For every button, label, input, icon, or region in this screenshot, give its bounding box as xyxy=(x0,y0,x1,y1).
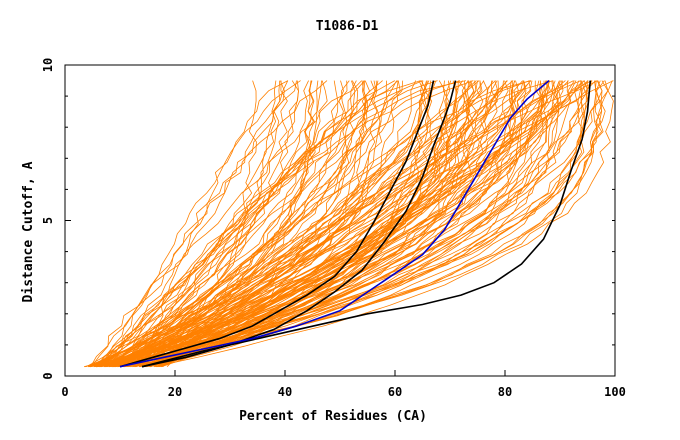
x-axis-label: Percent of Residues (CA) xyxy=(239,409,427,424)
model-curve xyxy=(97,80,452,368)
model-curve xyxy=(94,80,365,367)
model-curve xyxy=(90,80,550,368)
model-curve xyxy=(123,80,602,368)
model-curve xyxy=(147,80,367,368)
model-curve xyxy=(121,80,348,368)
highlight-curve-black-2 xyxy=(141,80,592,368)
model-curve xyxy=(114,80,467,368)
y-axis-label: Distance Cutoff, A xyxy=(21,161,36,302)
model-curve xyxy=(104,80,564,368)
model-curve xyxy=(117,80,609,368)
model-curve xyxy=(114,80,328,368)
model-curve xyxy=(144,80,388,368)
model-curve xyxy=(85,80,550,368)
model-curve xyxy=(98,80,417,368)
model-curve xyxy=(89,80,585,368)
model-curve xyxy=(118,80,577,368)
model-curve xyxy=(99,80,438,367)
x-axis: 0 20 40 60 80 100 xyxy=(61,370,626,399)
model-curve xyxy=(126,80,554,368)
x-tick-label: 0 xyxy=(61,385,68,399)
model-curve xyxy=(126,80,424,368)
model-curve xyxy=(96,80,299,368)
model-curve xyxy=(90,80,362,367)
model-curve xyxy=(103,80,580,368)
model-curve xyxy=(157,80,458,368)
y-tick-label: 5 xyxy=(41,217,55,224)
model-curve xyxy=(89,80,428,368)
model-curve xyxy=(127,80,314,368)
model-curve xyxy=(150,80,472,368)
y-tick-label: 0 xyxy=(41,372,55,379)
series-layer xyxy=(84,79,614,368)
model-curve xyxy=(139,80,489,368)
model-curve xyxy=(97,80,461,368)
model-curve xyxy=(146,80,554,368)
model-curve xyxy=(91,80,297,367)
model-curve xyxy=(123,80,589,368)
model-curve xyxy=(101,80,480,367)
model-curve xyxy=(158,80,281,367)
model-curve xyxy=(112,80,368,368)
model-curve xyxy=(96,80,605,368)
x-tick-label: 80 xyxy=(498,385,512,399)
model-curve xyxy=(89,80,356,368)
model-curve xyxy=(104,80,496,368)
x-tick-label: 40 xyxy=(278,385,292,399)
highlight-curve-blue-3 xyxy=(119,79,550,368)
model-curve xyxy=(162,80,532,367)
y-axis: 0 5 10 xyxy=(41,58,615,380)
model-curve xyxy=(86,80,592,368)
model-curve xyxy=(133,80,532,367)
model-curve xyxy=(112,80,466,367)
chart-title: T1086-D1 xyxy=(316,19,379,34)
model-curve xyxy=(99,80,423,368)
model-curve xyxy=(166,80,483,367)
x-tick-label: 60 xyxy=(388,385,402,399)
model-curve xyxy=(105,80,289,367)
model-curve xyxy=(157,80,430,368)
model-curve xyxy=(160,80,433,368)
model-curve xyxy=(161,80,544,368)
model-curve xyxy=(145,80,477,368)
x-tick-label: 100 xyxy=(604,385,626,399)
model-curve xyxy=(103,80,379,368)
model-curve xyxy=(135,80,566,367)
model-curve xyxy=(117,80,593,368)
model-curve xyxy=(127,80,598,368)
model-curve xyxy=(94,80,516,368)
model-curve xyxy=(155,80,499,368)
model-curve xyxy=(161,80,516,368)
model-curve xyxy=(106,80,561,368)
model-curve xyxy=(101,80,551,368)
model-curve xyxy=(97,80,404,368)
model-curve xyxy=(160,80,359,367)
model-curve xyxy=(105,80,560,368)
model-curve xyxy=(105,80,301,367)
model-curve xyxy=(88,80,499,368)
model-curve xyxy=(157,80,435,368)
model-curve xyxy=(141,80,289,367)
x-tick-label: 20 xyxy=(168,385,182,399)
highlight-curve-black-0 xyxy=(119,80,435,368)
model-curve xyxy=(108,80,601,368)
model-curve xyxy=(95,80,299,368)
model-curve xyxy=(109,80,309,368)
y-tick-label: 10 xyxy=(41,58,55,72)
